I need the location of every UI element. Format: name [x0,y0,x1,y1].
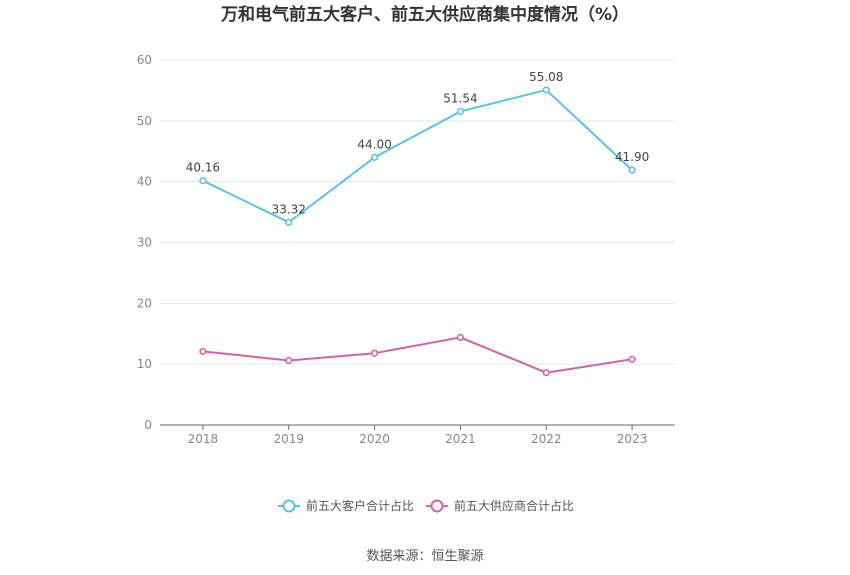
legend-label[interactable]: 前五大客户合计占比 [306,498,414,513]
legend-label[interactable]: 前五大供应商合计占比 [454,498,574,513]
source-note: 数据来源：恒生聚源 [366,549,483,564]
series-line-1 [202,336,633,374]
y-tick-label: 40 [137,175,152,189]
y-tick-label: 50 [137,114,152,128]
legend-swatch-marker [282,499,296,513]
y-tick-label: 30 [137,236,152,250]
chart-title: 万和电气前五大客户、前五大供应商集中度情况（%） [220,4,629,25]
series-line-0 [202,88,633,224]
x-tick-label: 2021 [445,432,476,446]
data-point [199,347,207,355]
y-tick-label: 60 [137,53,152,67]
data-label: 33.32 [272,202,306,216]
data-point [370,153,379,161]
data-point [542,86,550,94]
y-tick-label: 0 [144,418,152,432]
x-tick-label: 2018 [188,432,219,446]
grid [160,59,675,365]
data-point [628,355,636,363]
data-label: 41.90 [615,150,649,164]
data-point [628,166,636,174]
x-tick-label: 2022 [531,432,562,446]
data-labels: 40.16 33.32 44.00 51.54 55.08 41.90 [186,70,650,216]
y-tick-label: 20 [137,296,152,310]
data-label: 51.54 [443,91,477,105]
data-point [370,349,379,357]
legend-swatch-marker [430,499,444,513]
data-label: 44.00 [357,137,391,151]
x-tick-label: 2023 [617,432,648,446]
data-point [285,218,293,226]
data-label: 40.16 [186,161,220,175]
data-point [456,333,465,342]
legend: 前五大客户合计占比 前五大供应商合计占比 [278,498,574,513]
series-lines [199,86,636,377]
data-point [542,369,550,377]
axes: 0 10 20 30 40 50 60 2018 2019 2020 2021 2022 2023 [137,53,675,446]
y-tick-label: 10 [137,357,152,371]
x-tick-label: 2020 [359,432,390,446]
data-point [285,356,293,365]
data-label: 55.08 [529,70,563,84]
x-tick-label: 2019 [273,432,304,446]
data-point [199,177,207,185]
data-point [456,107,465,116]
